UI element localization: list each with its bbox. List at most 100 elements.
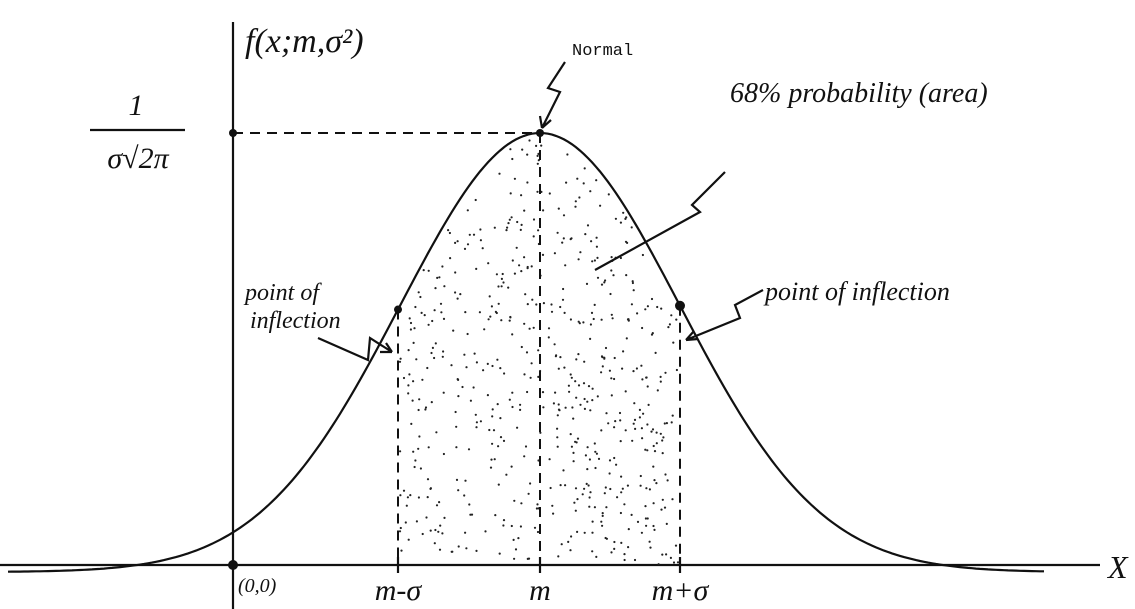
dot [563, 366, 566, 369]
dot [449, 257, 452, 260]
dot [415, 358, 418, 361]
dot [424, 406, 428, 409]
dot [520, 270, 523, 273]
dot [594, 450, 597, 453]
dot [665, 422, 669, 425]
dot [510, 465, 513, 468]
dot [619, 511, 623, 515]
dot [528, 327, 531, 330]
dot [438, 276, 441, 279]
dot [438, 548, 442, 551]
dot [536, 190, 539, 193]
dot [622, 350, 625, 353]
dot [402, 489, 406, 492]
dot [464, 479, 467, 482]
dot [447, 229, 450, 232]
dot [589, 491, 592, 494]
dot [675, 318, 678, 321]
dot [608, 369, 612, 372]
dot [630, 303, 634, 306]
dot [505, 473, 508, 476]
dot [650, 297, 654, 301]
dot [419, 295, 422, 299]
dot [472, 233, 476, 236]
dot [557, 207, 560, 210]
dot [523, 209, 526, 212]
dot [619, 440, 622, 443]
dot [454, 410, 457, 414]
dot [479, 420, 482, 423]
dot [635, 367, 639, 370]
dot [430, 401, 433, 404]
dot [475, 267, 478, 270]
dot [641, 437, 644, 440]
dot [630, 226, 633, 229]
dot [426, 366, 429, 370]
dot [520, 194, 523, 197]
dot [491, 442, 494, 445]
dot [472, 386, 475, 389]
dot [599, 204, 602, 207]
dot [427, 269, 430, 272]
inflection-point [394, 305, 402, 314]
dot [569, 318, 573, 321]
dot [497, 483, 500, 486]
dot [398, 360, 402, 363]
dot [539, 431, 542, 434]
dot [583, 407, 587, 410]
dot [461, 385, 464, 389]
dot [625, 337, 628, 340]
dot [644, 308, 647, 311]
dot [561, 241, 564, 244]
dot [652, 465, 655, 468]
dot [653, 450, 657, 453]
dot [469, 399, 472, 402]
dot [528, 139, 531, 142]
dot [607, 422, 610, 425]
dot [526, 153, 529, 156]
dot [611, 317, 614, 320]
dot [512, 538, 515, 542]
dot [579, 251, 582, 254]
dot [587, 484, 590, 487]
dot [503, 372, 506, 375]
dot [589, 323, 593, 326]
dot [567, 540, 570, 544]
dot [464, 311, 467, 314]
dot [417, 291, 420, 294]
dot [575, 396, 578, 399]
dot [562, 214, 566, 217]
dot [542, 406, 545, 409]
dot [555, 354, 558, 357]
dot [551, 504, 554, 507]
dot [422, 269, 425, 272]
dot [496, 403, 499, 406]
dot [417, 496, 420, 499]
dot [412, 341, 415, 344]
dot [457, 489, 460, 492]
dot [613, 356, 616, 360]
dot [508, 218, 511, 221]
dot [623, 503, 626, 506]
dot [601, 514, 604, 518]
dot [515, 246, 518, 249]
dot [609, 487, 612, 491]
dot [594, 466, 597, 470]
dot [597, 457, 601, 460]
dot [590, 240, 593, 243]
dot [666, 479, 669, 482]
x-axis-label: X [1106, 549, 1129, 585]
dot [576, 498, 579, 501]
dot [399, 357, 402, 360]
dot [576, 530, 579, 534]
dot [542, 302, 546, 305]
dot [413, 327, 416, 330]
dot [631, 280, 634, 283]
dot [510, 216, 513, 219]
dot [591, 387, 594, 390]
dot [595, 245, 599, 248]
dot [616, 496, 619, 499]
dot [549, 486, 552, 490]
dot [441, 532, 444, 535]
dot [494, 310, 497, 313]
